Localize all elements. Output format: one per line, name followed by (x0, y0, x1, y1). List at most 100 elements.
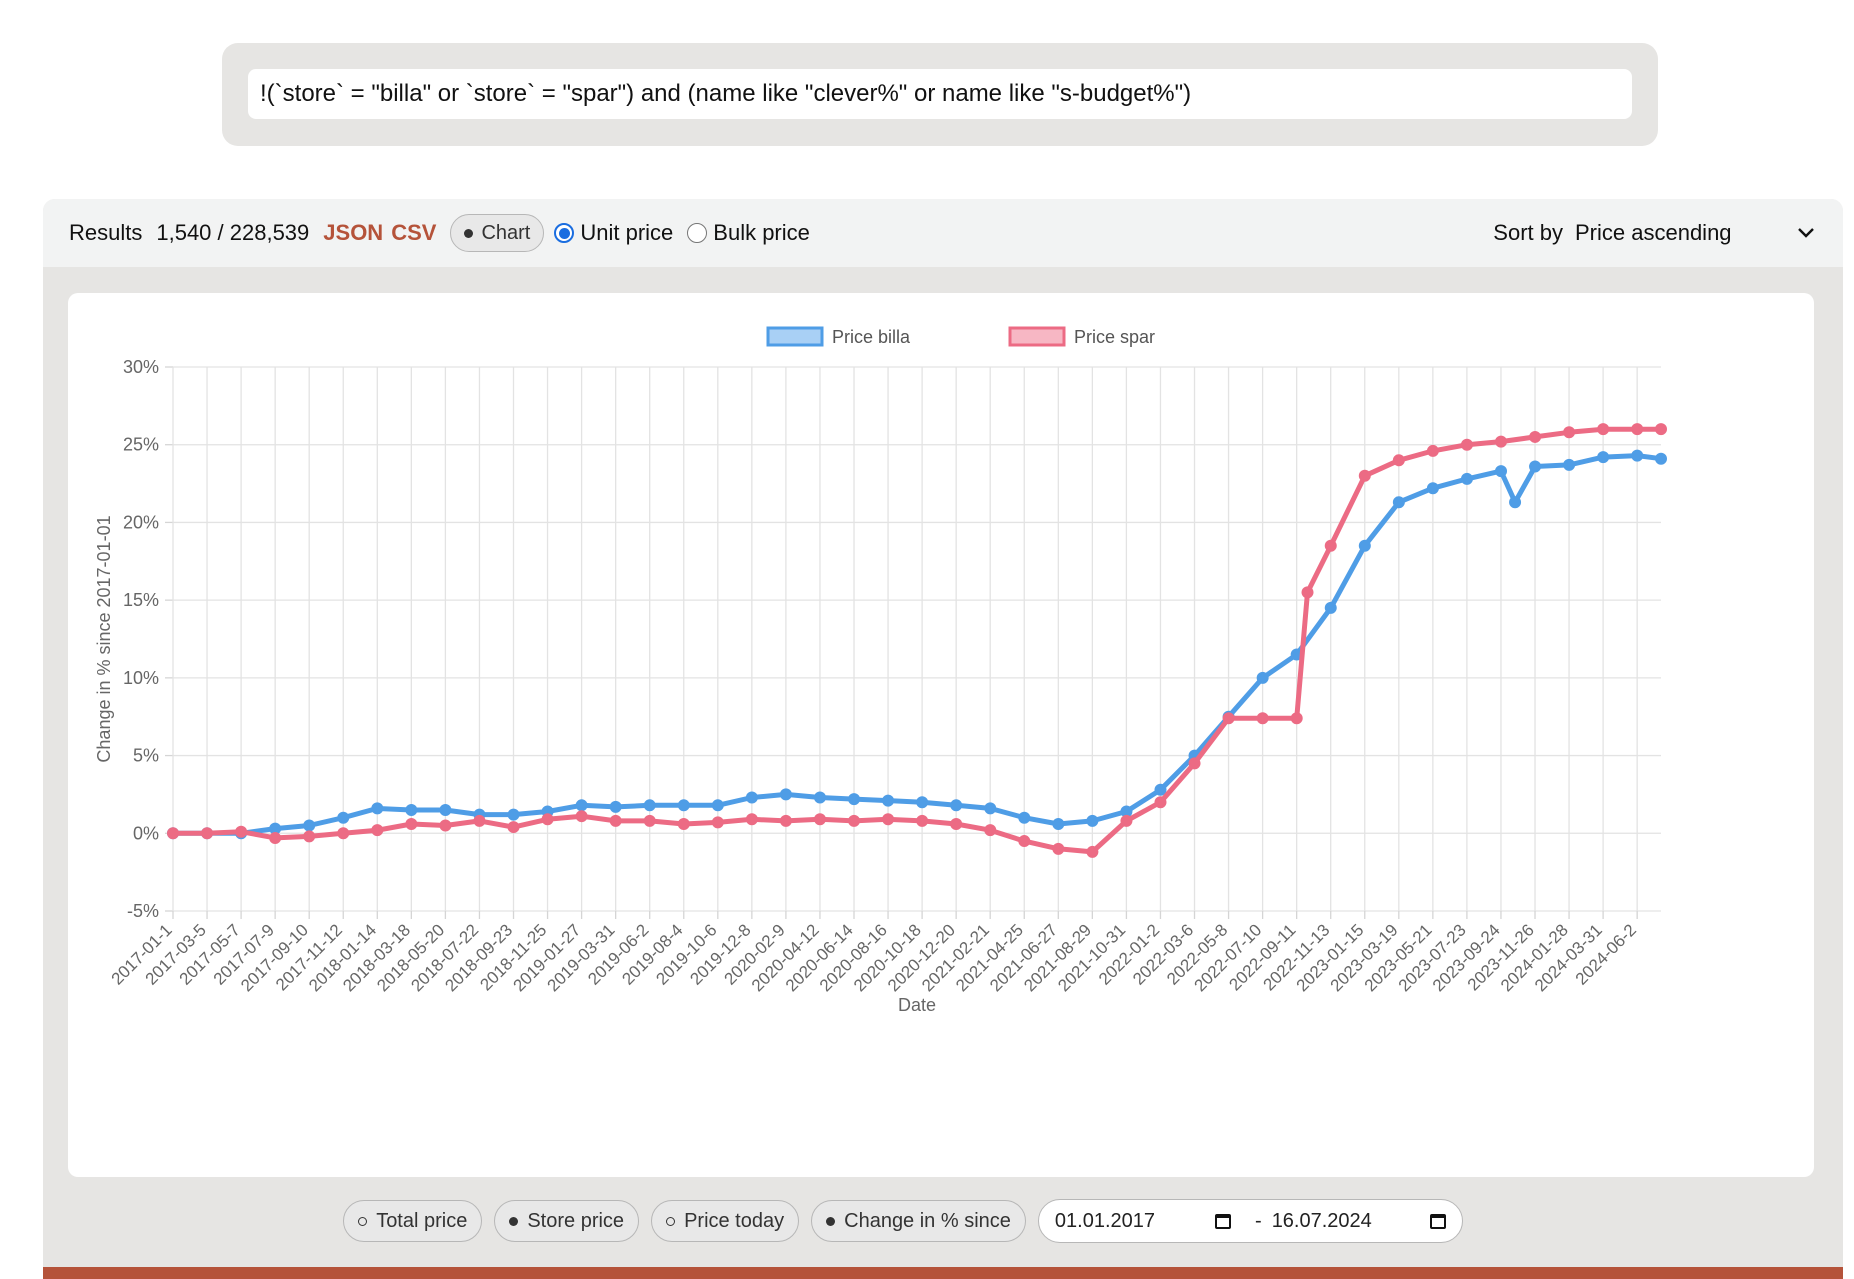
data-point-spar (167, 827, 179, 840)
data-point-billa (643, 799, 656, 812)
filled-dot-icon (509, 1216, 519, 1226)
data-point-billa (1052, 817, 1065, 830)
chevron-down-icon (1798, 228, 1814, 238)
y-tick-label: 10% (123, 668, 159, 688)
calendar-icon[interactable] (1215, 1213, 1232, 1229)
data-point-spar (609, 814, 622, 827)
data-point-billa (1358, 539, 1371, 552)
data-point-spar (1018, 835, 1031, 848)
data-point-spar (1358, 469, 1371, 482)
y-tick-label: 30% (123, 357, 159, 377)
data-point-billa (1495, 465, 1508, 478)
series-line-spar (173, 426, 1661, 855)
data-point-spar (677, 817, 690, 830)
data-point-spar (1052, 842, 1065, 855)
data-point-spar (745, 813, 758, 826)
store-price-toggle[interactable]: Store price (494, 1200, 640, 1242)
data-point-spar (643, 814, 656, 827)
data-point-billa (848, 793, 861, 806)
results-table-header (43, 1267, 1843, 1279)
data-point-spar (337, 827, 350, 840)
filled-dot-icon (826, 1216, 836, 1226)
data-point-spar (1188, 757, 1201, 770)
data-point-billa (779, 788, 792, 801)
data-point-spar (1324, 539, 1337, 552)
chart-button-label: Chart (481, 221, 531, 244)
sort-label: Sort by (1493, 220, 1563, 245)
data-point-billa (1324, 601, 1337, 614)
data-point-billa (1563, 458, 1576, 471)
results-count: 1,540 / 228,539 (156, 220, 310, 245)
data-point-spar (1392, 454, 1405, 467)
total-price-toggle[interactable]: Total price (343, 1200, 483, 1242)
results-bar: Results 1,540 / 228,539 JSON CSV Chart U… (43, 199, 1843, 267)
legend-swatch (1008, 326, 1066, 347)
unit-price-label: Unit price (580, 220, 674, 245)
sort-select[interactable]: Price ascending (1575, 220, 1815, 246)
bulk-price-radio[interactable]: Bulk price (687, 220, 810, 246)
data-point-spar (1426, 444, 1439, 457)
data-point-spar (1222, 712, 1235, 725)
unit-price-radio[interactable]: Unit price (554, 220, 673, 246)
data-point-billa (745, 791, 758, 804)
data-point-billa (1529, 460, 1542, 473)
results-panel: Results 1,540 / 228,539 JSON CSV Chart U… (43, 199, 1843, 1279)
query-container (222, 43, 1658, 146)
chart-toggle-button[interactable]: Chart (450, 214, 545, 252)
legend-label: Price billa (832, 327, 911, 347)
chart-card: 30% 25% 20% 15% 10% 5% 0% -5% 2017-01-1 2017-03-5… (68, 293, 1814, 1177)
data-point-spar (371, 824, 384, 837)
data-point-billa (1631, 449, 1644, 462)
y-tick-label: 5% (133, 746, 159, 766)
csv-link[interactable]: CSV (391, 220, 437, 245)
data-point-billa (1018, 811, 1031, 824)
date-to-input[interactable]: 16.07.2024 (1271, 1209, 1372, 1232)
price-today-label: Price today (684, 1209, 785, 1232)
data-point-billa (950, 799, 963, 812)
date-from-input[interactable]: 01.01.2017 (1054, 1209, 1156, 1232)
data-point-billa (916, 796, 929, 809)
data-point-billa (813, 791, 826, 804)
data-point-spar (950, 817, 963, 830)
data-point-billa (984, 802, 997, 815)
data-point-billa (1256, 671, 1269, 684)
radio-selected-icon (554, 223, 575, 243)
data-point-spar (541, 813, 554, 826)
data-point-billa (371, 802, 384, 815)
change-since-toggle[interactable]: Change in % since (811, 1200, 1026, 1242)
data-point-billa (609, 800, 622, 813)
data-point-spar (507, 821, 520, 834)
price-today-toggle[interactable]: Price today (651, 1200, 800, 1242)
y-tick-label: 0% (133, 823, 159, 843)
data-point-billa (677, 799, 690, 812)
y-tick-label: -5% (127, 901, 159, 921)
sort-value: Price ascending (1575, 220, 1732, 245)
data-point-spar (201, 827, 214, 840)
data-point-billa (303, 819, 316, 832)
data-point-billa (1509, 496, 1522, 509)
hollow-dot-icon (358, 1216, 368, 1226)
data-point-spar (235, 825, 248, 838)
data-point-spar (848, 814, 861, 827)
query-input[interactable] (248, 69, 1632, 119)
data-point-billa (439, 803, 452, 816)
data-point-spar (1120, 814, 1133, 827)
y-axis-title: Change in % since 2017-01-01 (94, 515, 114, 762)
data-point-spar (1301, 586, 1314, 599)
data-point-spar (984, 824, 997, 837)
data-point-billa (1460, 472, 1473, 485)
results-label: Results (69, 220, 143, 245)
calendar-icon[interactable] (1429, 1213, 1446, 1229)
json-link[interactable]: JSON (323, 220, 384, 245)
price-change-chart: 30%25%20%15%10%5%0%-5%2017-01-12017-03-5… (94, 326, 1667, 1015)
data-point-billa (1392, 496, 1405, 509)
data-point-spar (1256, 712, 1269, 725)
date-range-picker: 01.01.2017 - 16.07.2024 (1037, 1199, 1463, 1243)
data-point-billa (882, 794, 895, 807)
data-point-billa (1154, 783, 1167, 796)
data-point-spar (575, 810, 588, 823)
radio-unselected-icon (687, 223, 708, 243)
data-point-spar (1460, 438, 1473, 451)
data-point-billa (507, 808, 520, 821)
data-point-spar (439, 819, 452, 832)
